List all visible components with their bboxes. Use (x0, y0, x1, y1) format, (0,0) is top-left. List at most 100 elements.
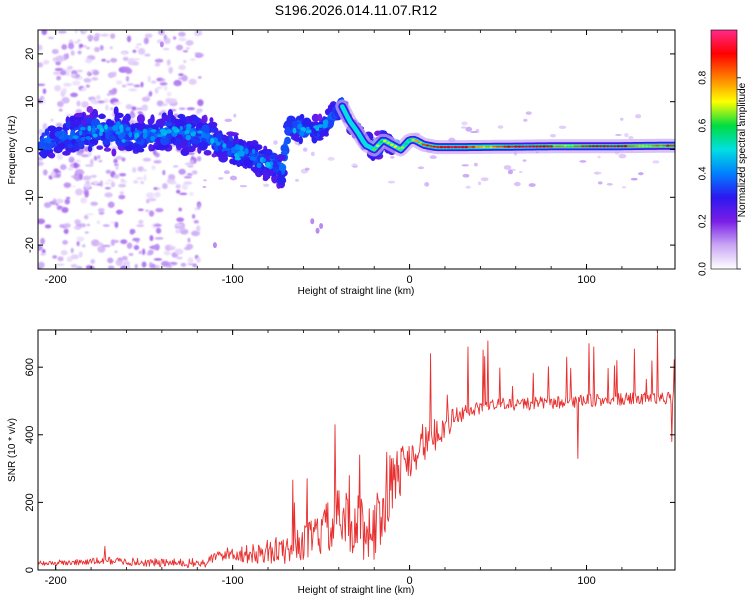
spectrogram-noise-blob (184, 162, 192, 166)
spectrogram-energy-blob (114, 112, 124, 119)
spectrogram-noise-blob (70, 247, 74, 254)
spectrogram-noise-blob (99, 45, 104, 51)
spectrogram-noise-blob (480, 177, 489, 182)
spectrogram-energy-blob (96, 145, 104, 150)
spectrogram-energy-blob (119, 142, 129, 147)
spectrogram-energy-blob (170, 136, 176, 144)
spectrogram-energy-blob (226, 150, 233, 156)
spectrogram-noise-blob (61, 87, 67, 95)
spectrogram-noise-blob (417, 166, 425, 170)
spectrogram-outlier-blob (159, 41, 164, 48)
spectrogram-core-blob (157, 133, 163, 138)
spectrogram-noise-blob (175, 229, 181, 234)
spectrogram-noise-blob (168, 66, 173, 74)
spectrogram-core-blob (121, 138, 126, 143)
spectrogram-noise-blob (137, 47, 146, 55)
y-tick-label: 0 (24, 146, 36, 152)
spectrogram-noise-blob (652, 160, 660, 164)
snr-series-line (38, 332, 675, 569)
spectrogram-core-blob (215, 141, 221, 146)
spectrogram-noise-blob (162, 103, 168, 106)
spectrogram-noise-blob (128, 88, 138, 92)
spectrogram-energy-blob (203, 149, 212, 156)
spectrogram-noise-blob (84, 231, 89, 234)
spectrogram-core-blob (92, 133, 98, 138)
x-tick-label: -100 (222, 575, 244, 587)
spectrogram-noise-blob (94, 46, 100, 53)
spectrogram-noise-blob (92, 180, 100, 186)
spectrogram-noise-blob (76, 152, 83, 156)
spectrogram-outlier-blob (212, 242, 217, 249)
spectrogram-noise-blob (579, 160, 587, 163)
spectrogram-noise-blob (90, 201, 98, 206)
spectrogram-noise-blob (387, 180, 396, 184)
spectrogram-energy-blob (105, 118, 113, 127)
figure-title: S196.2026.014.11.07.R12 (275, 2, 438, 18)
spectrogram-noise-blob (178, 64, 186, 71)
spectrogram-noise-blob (38, 161, 44, 167)
y-tick-label: 10 (24, 96, 36, 108)
spectrogram-noise-blob (507, 169, 514, 175)
spectrogram-energy-blob (267, 168, 274, 177)
spectrogram-noise-blob (304, 167, 310, 171)
spectrogram-energy-blob (291, 120, 299, 129)
spectrogram-core-blob (222, 143, 227, 149)
spectrogram-noise-blob (191, 170, 198, 175)
spectrogram-energy-blob (103, 147, 112, 152)
spectrogram-marks (38, 30, 675, 269)
spectrogram-noise-blob (92, 175, 97, 178)
spectrogram-core-blob (79, 130, 83, 136)
spectrogram-noise-blob (178, 77, 185, 80)
spectrogram-noise-blob (80, 154, 90, 158)
spectrogram-energy-blob (69, 115, 78, 122)
spectrogram-noise-blob (85, 84, 90, 88)
spectrogram-noise-blob (183, 181, 193, 185)
spectrogram-noise-blob (175, 44, 184, 51)
spectrogram-noise-blob (164, 245, 171, 251)
spectrogram-noise-blob (176, 256, 183, 260)
spectrogram-noise-blob (65, 72, 70, 76)
spectrogram-energy-blob (160, 144, 170, 149)
spectrogram-noise-blob (58, 108, 63, 112)
spectrogram-noise-blob (618, 153, 627, 159)
spectrogram-core-blob (292, 127, 297, 134)
spectrogram-noise-blob (178, 207, 182, 212)
spectrogram-noise-blob (60, 250, 68, 256)
spectrogram-noise-blob (96, 220, 101, 225)
x-tick-label: -200 (45, 274, 67, 286)
spectrogram-noise-blob (126, 242, 133, 250)
spectrogram-noise-blob (85, 213, 95, 216)
spectrogram-noise-blob (187, 165, 194, 168)
spectrogram-noise-blob (558, 125, 567, 130)
spectrogram-noise-blob (110, 239, 115, 246)
spectrogram-noise-blob (64, 198, 70, 205)
spectrogram-noise-blob (126, 35, 132, 43)
spectrogram-energy-blob (284, 126, 291, 136)
spectrogram-noise-blob (141, 96, 151, 102)
spectrogram-noise-blob (523, 118, 528, 122)
spectrogram-noise-blob (131, 106, 137, 111)
spectrogram-noise-blob (115, 209, 124, 215)
spectrogram-noise-blob (142, 157, 152, 162)
spectrogram-noise-blob (191, 230, 200, 237)
spectrogram-noise-blob (91, 77, 99, 81)
spectrogram-noise-blob (67, 65, 73, 70)
spectrogram-noise-blob (76, 240, 80, 247)
spectrogram-noise-blob (86, 223, 90, 227)
spectrogram-noise-blob (75, 188, 84, 196)
spectrogram-core-blob (104, 124, 108, 130)
spectrogram-noise-blob (97, 208, 105, 213)
spectrogram-noise-blob (80, 197, 88, 204)
spectrogram-energy-blob (67, 143, 74, 149)
spectrogram-core-blob (306, 129, 311, 134)
spectrogram-noise-blob (550, 133, 557, 138)
spectrogram-noise-blob (110, 145, 120, 151)
spectrogram-core-blob (322, 119, 329, 126)
spectrogram-noise-blob (42, 169, 48, 176)
spectrogram-noise-blob (429, 155, 437, 160)
spectrogram-noise-blob (497, 125, 504, 129)
spectrogram-noise-blob (71, 80, 81, 86)
spectrogram-energy-blob (80, 119, 87, 126)
spectrogram-noise-blob (218, 177, 224, 180)
